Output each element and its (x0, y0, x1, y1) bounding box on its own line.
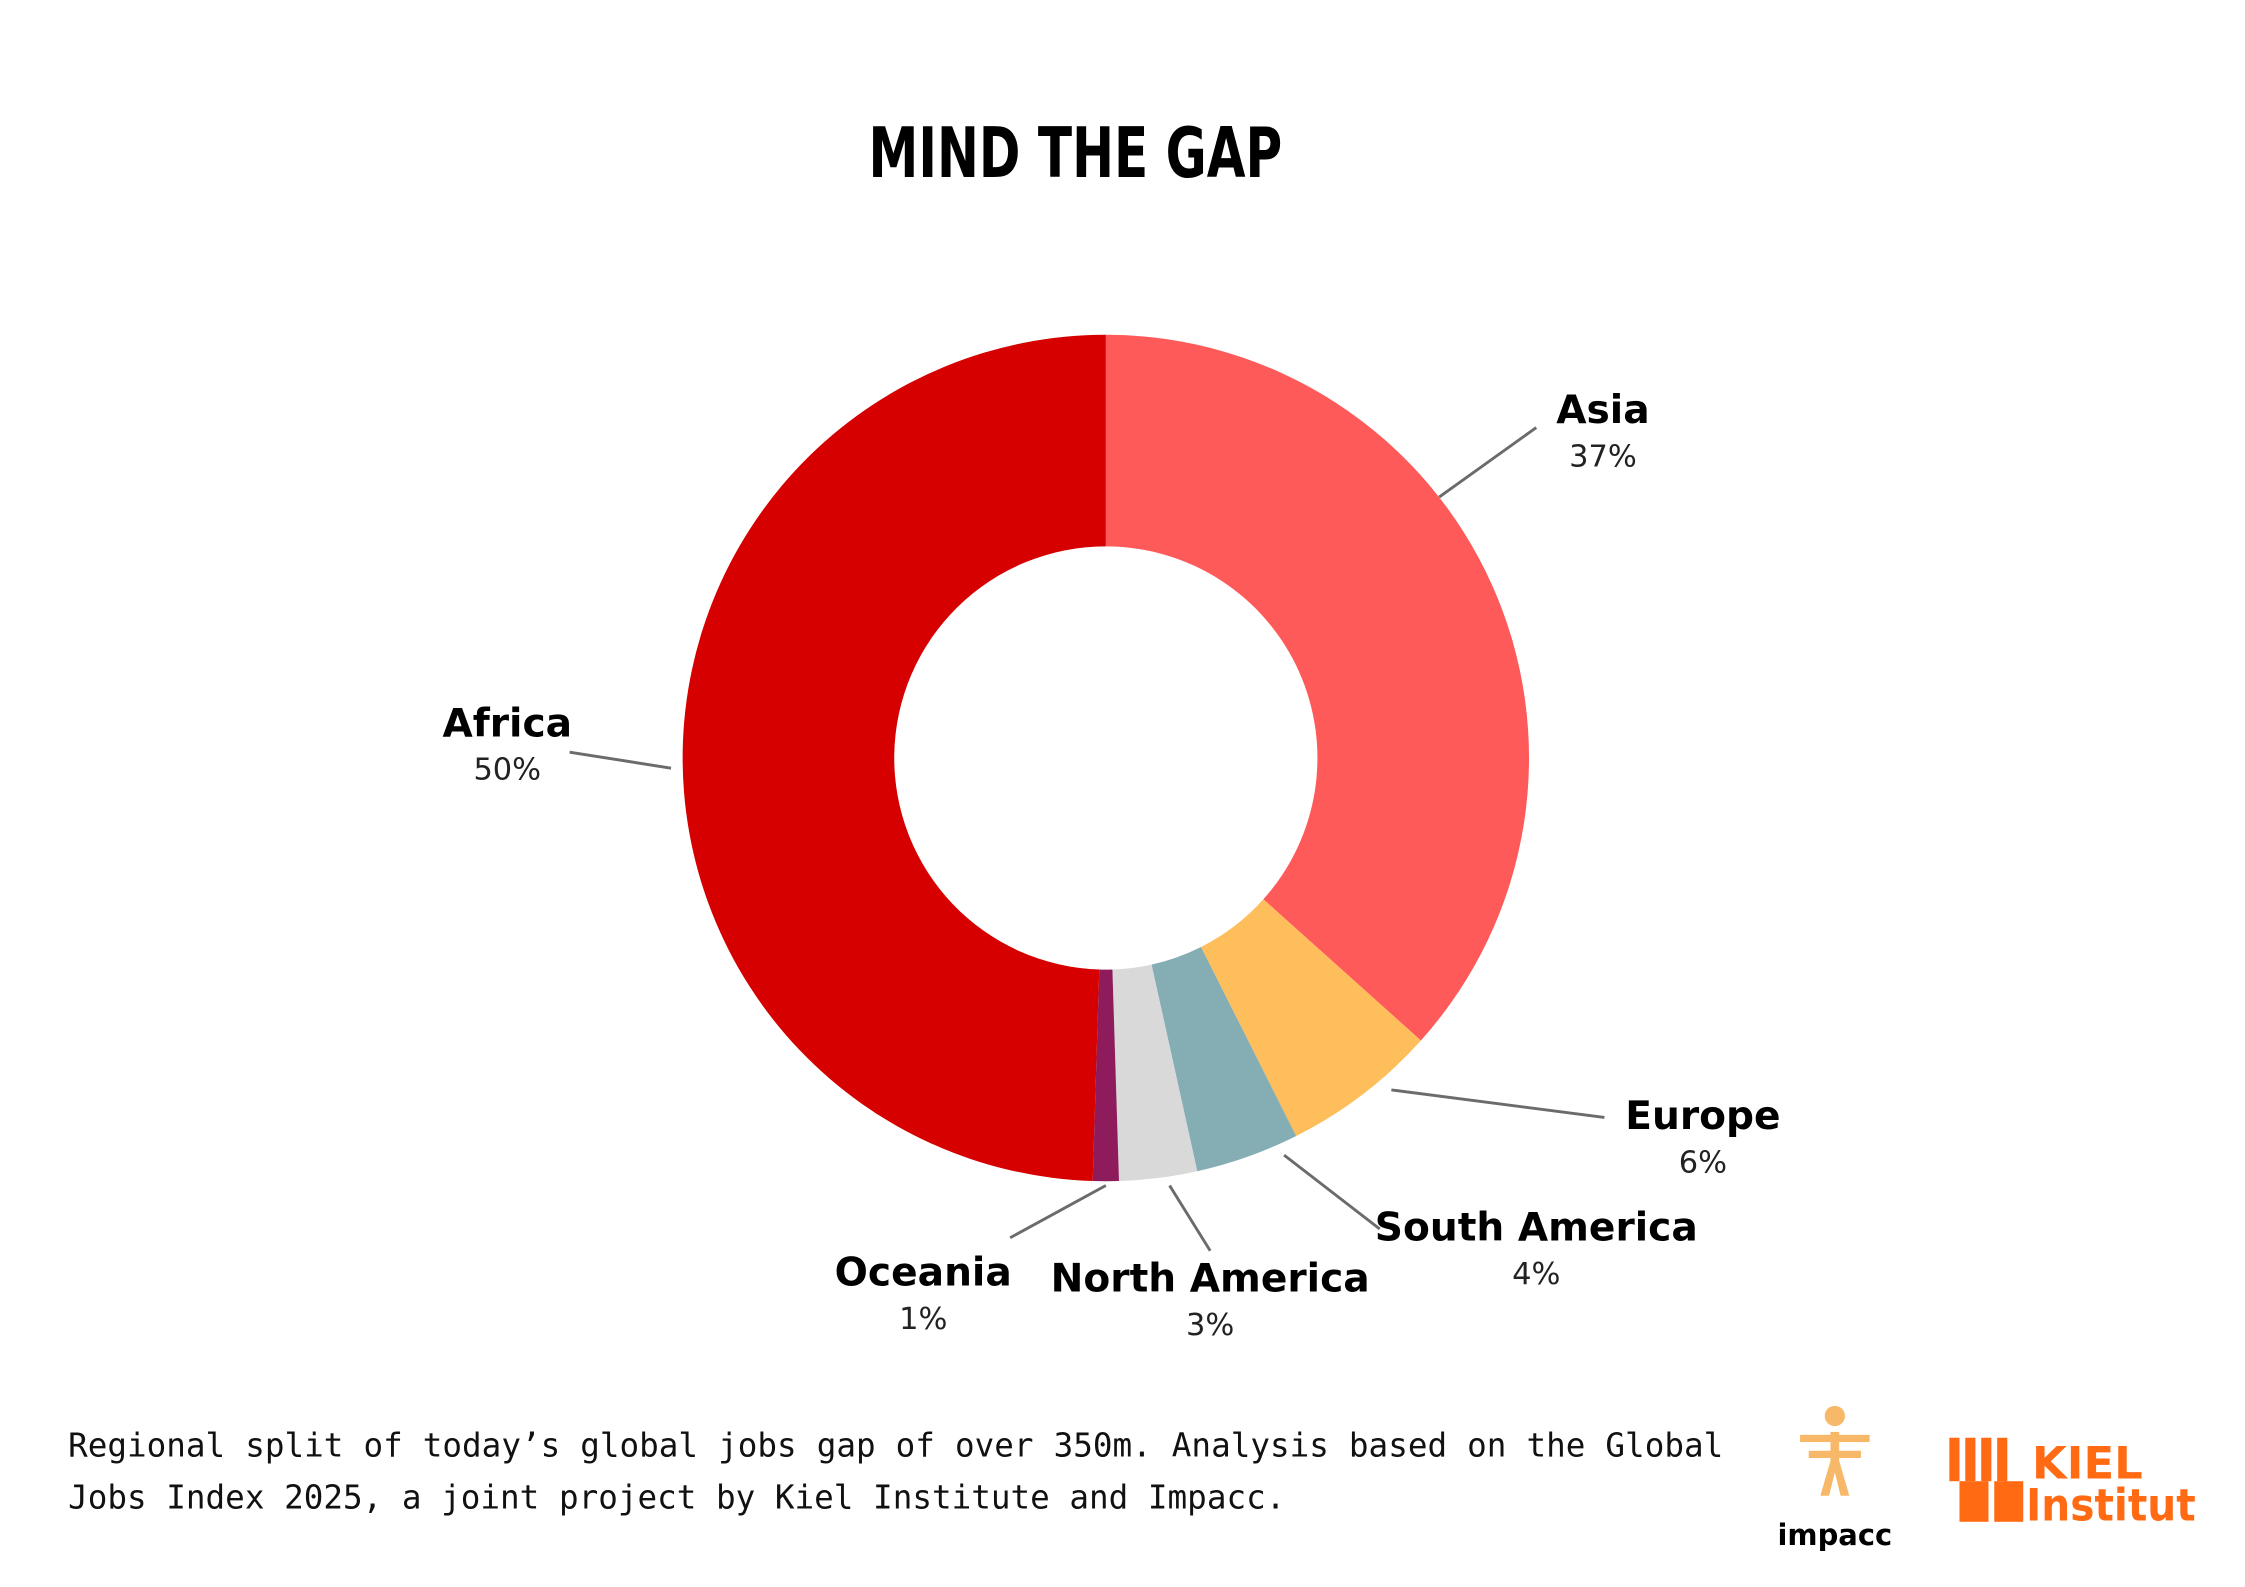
donut-slice (682, 334, 1106, 1181)
leader-line (1009, 1184, 1107, 1239)
slice-label: South America (1375, 1206, 1698, 1251)
slice-label: Europe (1625, 1094, 1780, 1139)
slice-value: 4% (1512, 1257, 1560, 1292)
donut-slice (1201, 899, 1421, 1136)
leader-line (1168, 1184, 1212, 1252)
impacc-logo (1800, 1405, 1870, 1496)
slice-value: 37% (1569, 440, 1637, 475)
impacc-text: impacc (1777, 1518, 1892, 1552)
kiel-text: Institut (2026, 1478, 2196, 1531)
chart-title: MIND THE GAP (869, 114, 1283, 194)
kiel-text: KIEL (2032, 1436, 2143, 1489)
donut-slice (1105, 334, 1530, 1041)
slice-value: 1% (899, 1302, 947, 1337)
caption: Regional split of today’s global jobs ga… (68, 1427, 1724, 1518)
leader-line (1438, 426, 1538, 499)
donut-slice (1092, 969, 1119, 1182)
slice-label: Africa (442, 701, 572, 746)
donut-slice (1112, 964, 1198, 1181)
kiel-logo (1949, 1437, 2024, 1522)
donut-slice (1151, 946, 1297, 1172)
leader-line (1391, 1088, 1605, 1119)
slice-label: North America (1051, 1256, 1370, 1301)
slice-label: Oceania (835, 1251, 1012, 1296)
caption-box: Regional split of today’s global jobs ga… (68, 1427, 1724, 1518)
slice-label: Asia (1556, 388, 1649, 433)
leader-line (1283, 1153, 1381, 1231)
leader-line (569, 750, 672, 770)
slice-value: 3% (1186, 1308, 1234, 1343)
slice-value: 6% (1679, 1145, 1727, 1180)
slice-value: 50% (473, 753, 541, 788)
